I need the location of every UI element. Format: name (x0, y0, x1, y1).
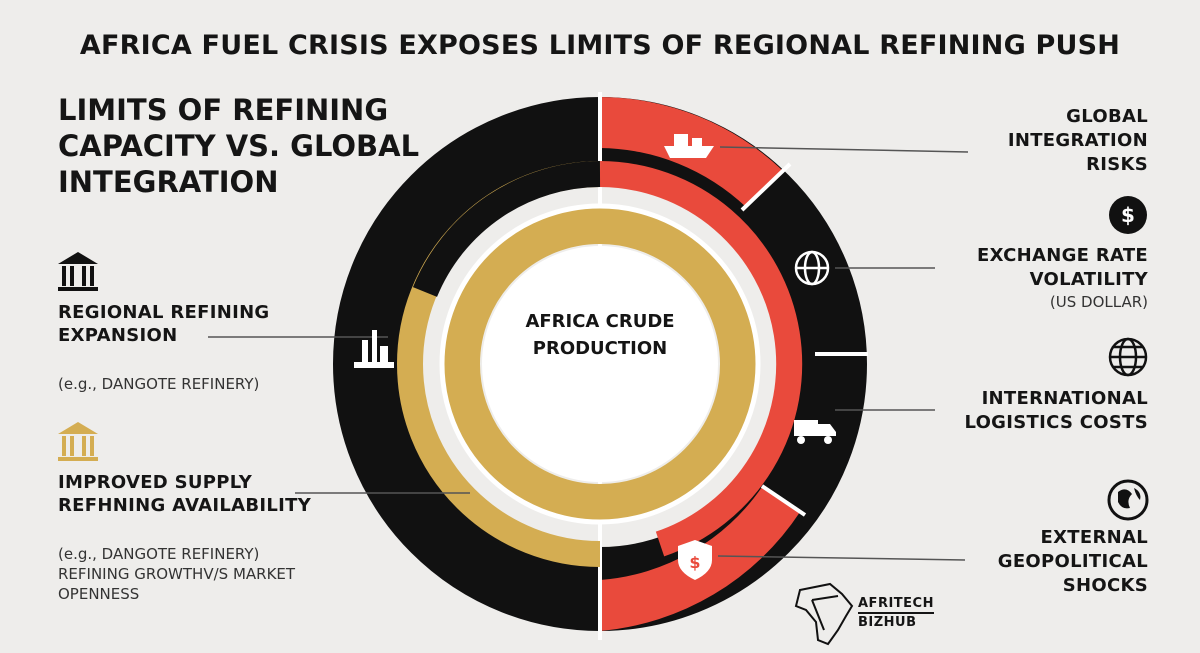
center-circle (482, 246, 718, 482)
refinery-icon (354, 330, 394, 368)
right-item-exchange-rate-note: (US DOLLAR) (1049, 293, 1148, 311)
bank-icon (58, 252, 98, 291)
brand-line2: BIZHUB (858, 612, 934, 631)
right-item-global-integration: GLOBAL INTEGRATION RISKS (1007, 106, 1148, 175)
svg-text:$: $ (689, 553, 700, 572)
middle-ring-red (599, 161, 803, 557)
left-item-improved-supply: IMPROVED SUPPLY REFHNING AVAILABILITY (58, 472, 312, 516)
truck-icon (794, 420, 836, 444)
globe-icon (1108, 337, 1148, 377)
left-item-improved-supply-note: (e.g., DANGOTE REFINERY) REFINING GROWTH… (58, 545, 296, 603)
africa-logo-icon (794, 582, 854, 646)
shield-dollar-icon: $ (678, 540, 712, 580)
right-item-geopolitical: EXTERNAL GEOPOLITICAL SHOCKS (997, 527, 1148, 596)
dollar-icon: $ (1109, 196, 1147, 234)
brand-logo: AFRITECH BIZHUB (858, 595, 934, 631)
right-item-exchange-rate: EXCHANGE RATE VOLATILITY (976, 245, 1148, 290)
right-item-logistics: INTERNATIONAL LOGISTICS COSTS (964, 388, 1148, 433)
earth-icon (1107, 479, 1149, 521)
globe-dollar-icon (794, 250, 830, 286)
center-label: AFRICA CRUDE PRODUCTION (525, 311, 675, 359)
left-item-regional-refining-note: (e.g., DANGOTE REFINERY) (58, 375, 260, 393)
bank-icon-gold (58, 422, 98, 461)
section-title: LIMITS OF REFINING CAPACITY VS. GLOBAL I… (58, 93, 420, 199)
svg-text:$: $ (1121, 203, 1135, 227)
left-item-regional-refining: REGIONAL REFINING EXPANSION (58, 302, 270, 346)
brand-line1: AFRITECH (858, 596, 934, 611)
inner-ring (444, 208, 756, 520)
ship-icon (664, 134, 714, 158)
main-title: AFRICA FUEL CRISIS EXPOSES LIMITS OF REG… (79, 30, 1121, 61)
